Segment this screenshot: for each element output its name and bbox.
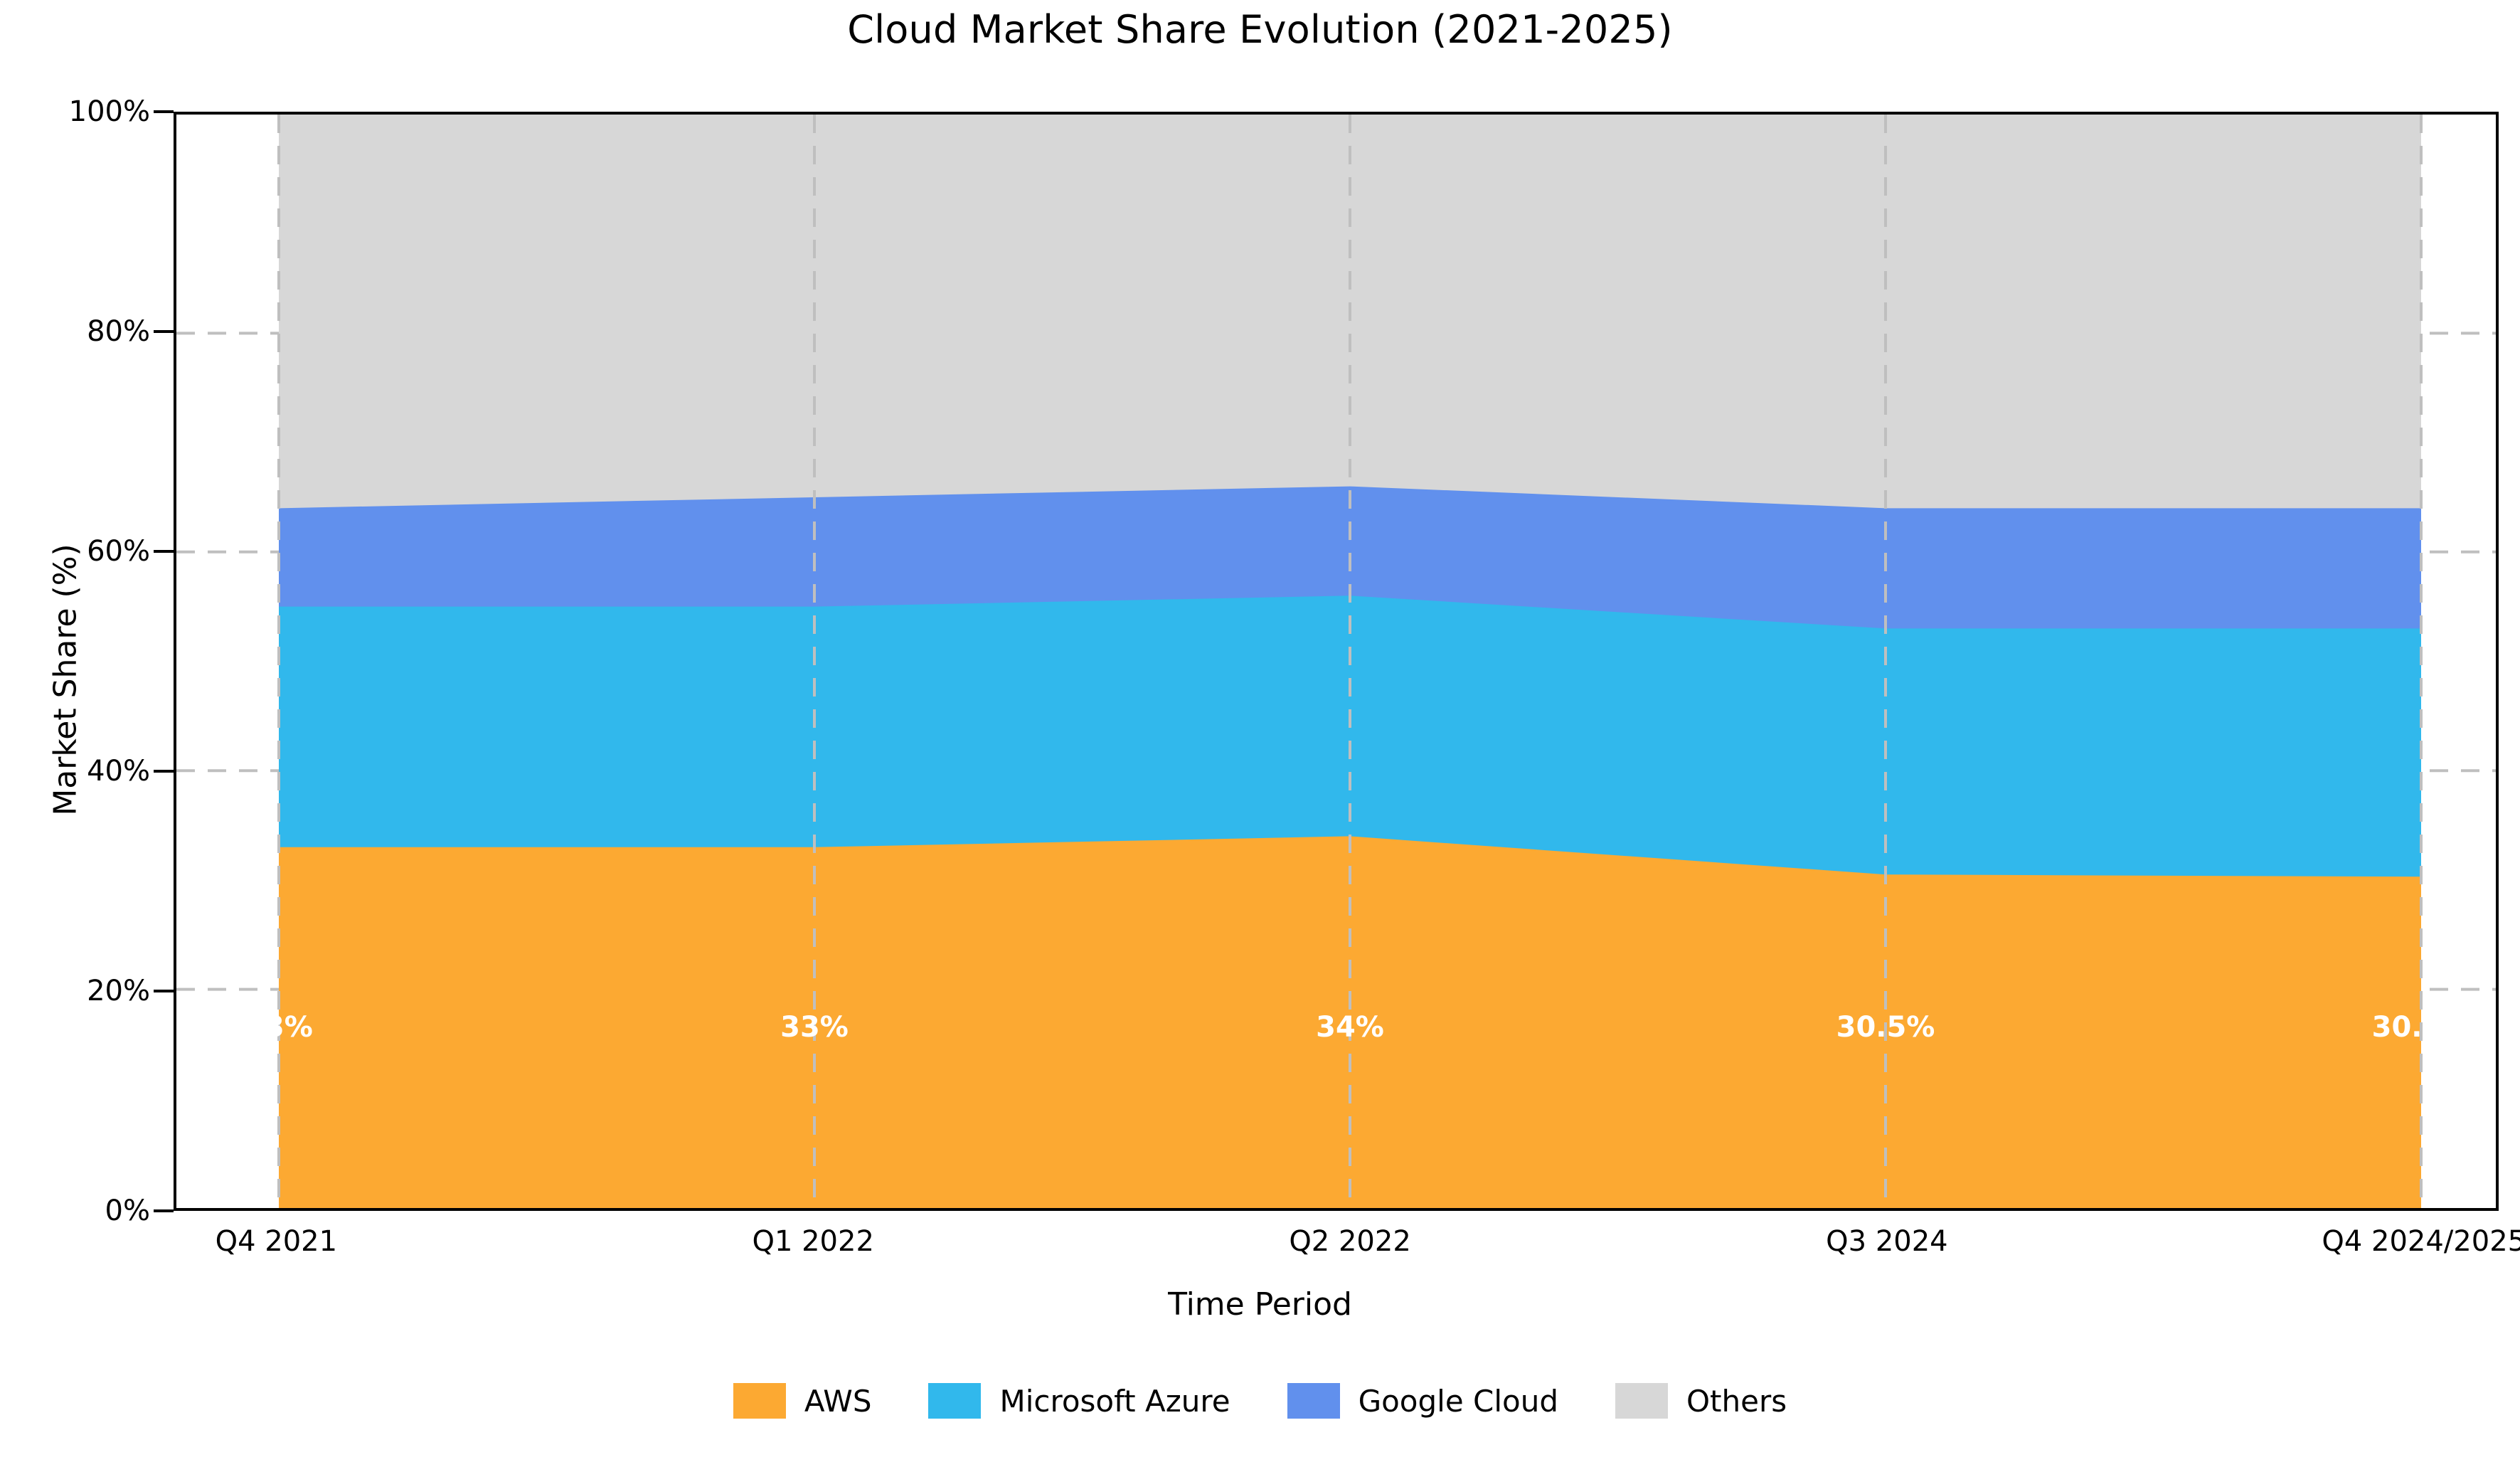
y-axis-tick-mark [154, 1209, 174, 1212]
y-axis-tick-label: 60% [87, 535, 150, 568]
legend-item[interactable]: Google Cloud [1287, 1383, 1558, 1419]
x-axis-tick-label: Q4 2024/2025 [2322, 1225, 2520, 1258]
stacked-area-plot [176, 115, 2496, 1208]
legend-swatch-icon [1615, 1383, 1668, 1419]
x-axis-tick-label: Q1 2022 [752, 1225, 874, 1258]
legend-label: Google Cloud [1358, 1383, 1558, 1419]
chart-legend: AWS Microsoft Azure Google Cloud Others [0, 1383, 2520, 1419]
y-axis-tick-mark [154, 330, 174, 333]
y-axis-tick-mark [154, 990, 174, 992]
y-axis-title: Market Share (%) [47, 544, 84, 816]
y-axis-tick-label: 40% [87, 755, 150, 788]
y-axis-tick-mark [154, 770, 174, 773]
y-axis-tick-label: 100% [68, 95, 150, 128]
legend-label: AWS [804, 1383, 872, 1419]
legend-swatch-icon [928, 1383, 982, 1419]
y-axis-tick-label: 80% [87, 315, 150, 348]
y-axis-tick-label: 20% [87, 975, 150, 1007]
y-axis-tick-mark [154, 550, 174, 553]
plot-area: 33% 33% 34% 30.5% 30.3% [174, 112, 2499, 1211]
chart-title: Cloud Market Share Evolution (2021-2025) [847, 7, 1673, 52]
y-axis-tick-mark [154, 110, 174, 113]
x-axis-title: Time Period [1168, 1286, 1352, 1323]
y-axis-tick-label: 0% [105, 1195, 150, 1227]
legend-item[interactable]: Others [1615, 1383, 1787, 1419]
x-axis-tick-label: Q2 2022 [1289, 1225, 1411, 1258]
legend-label: Microsoft Azure [999, 1383, 1230, 1419]
legend-label: Others [1686, 1383, 1787, 1419]
legend-item[interactable]: Microsoft Azure [928, 1383, 1230, 1419]
legend-swatch-icon [1287, 1383, 1340, 1419]
vertical-gridlines [277, 115, 2423, 1208]
x-axis-tick-label: Q4 2021 [215, 1225, 338, 1258]
legend-item[interactable]: AWS [733, 1383, 872, 1419]
x-axis-tick-label: Q3 2024 [1826, 1225, 1948, 1258]
legend-swatch-icon [733, 1383, 786, 1419]
